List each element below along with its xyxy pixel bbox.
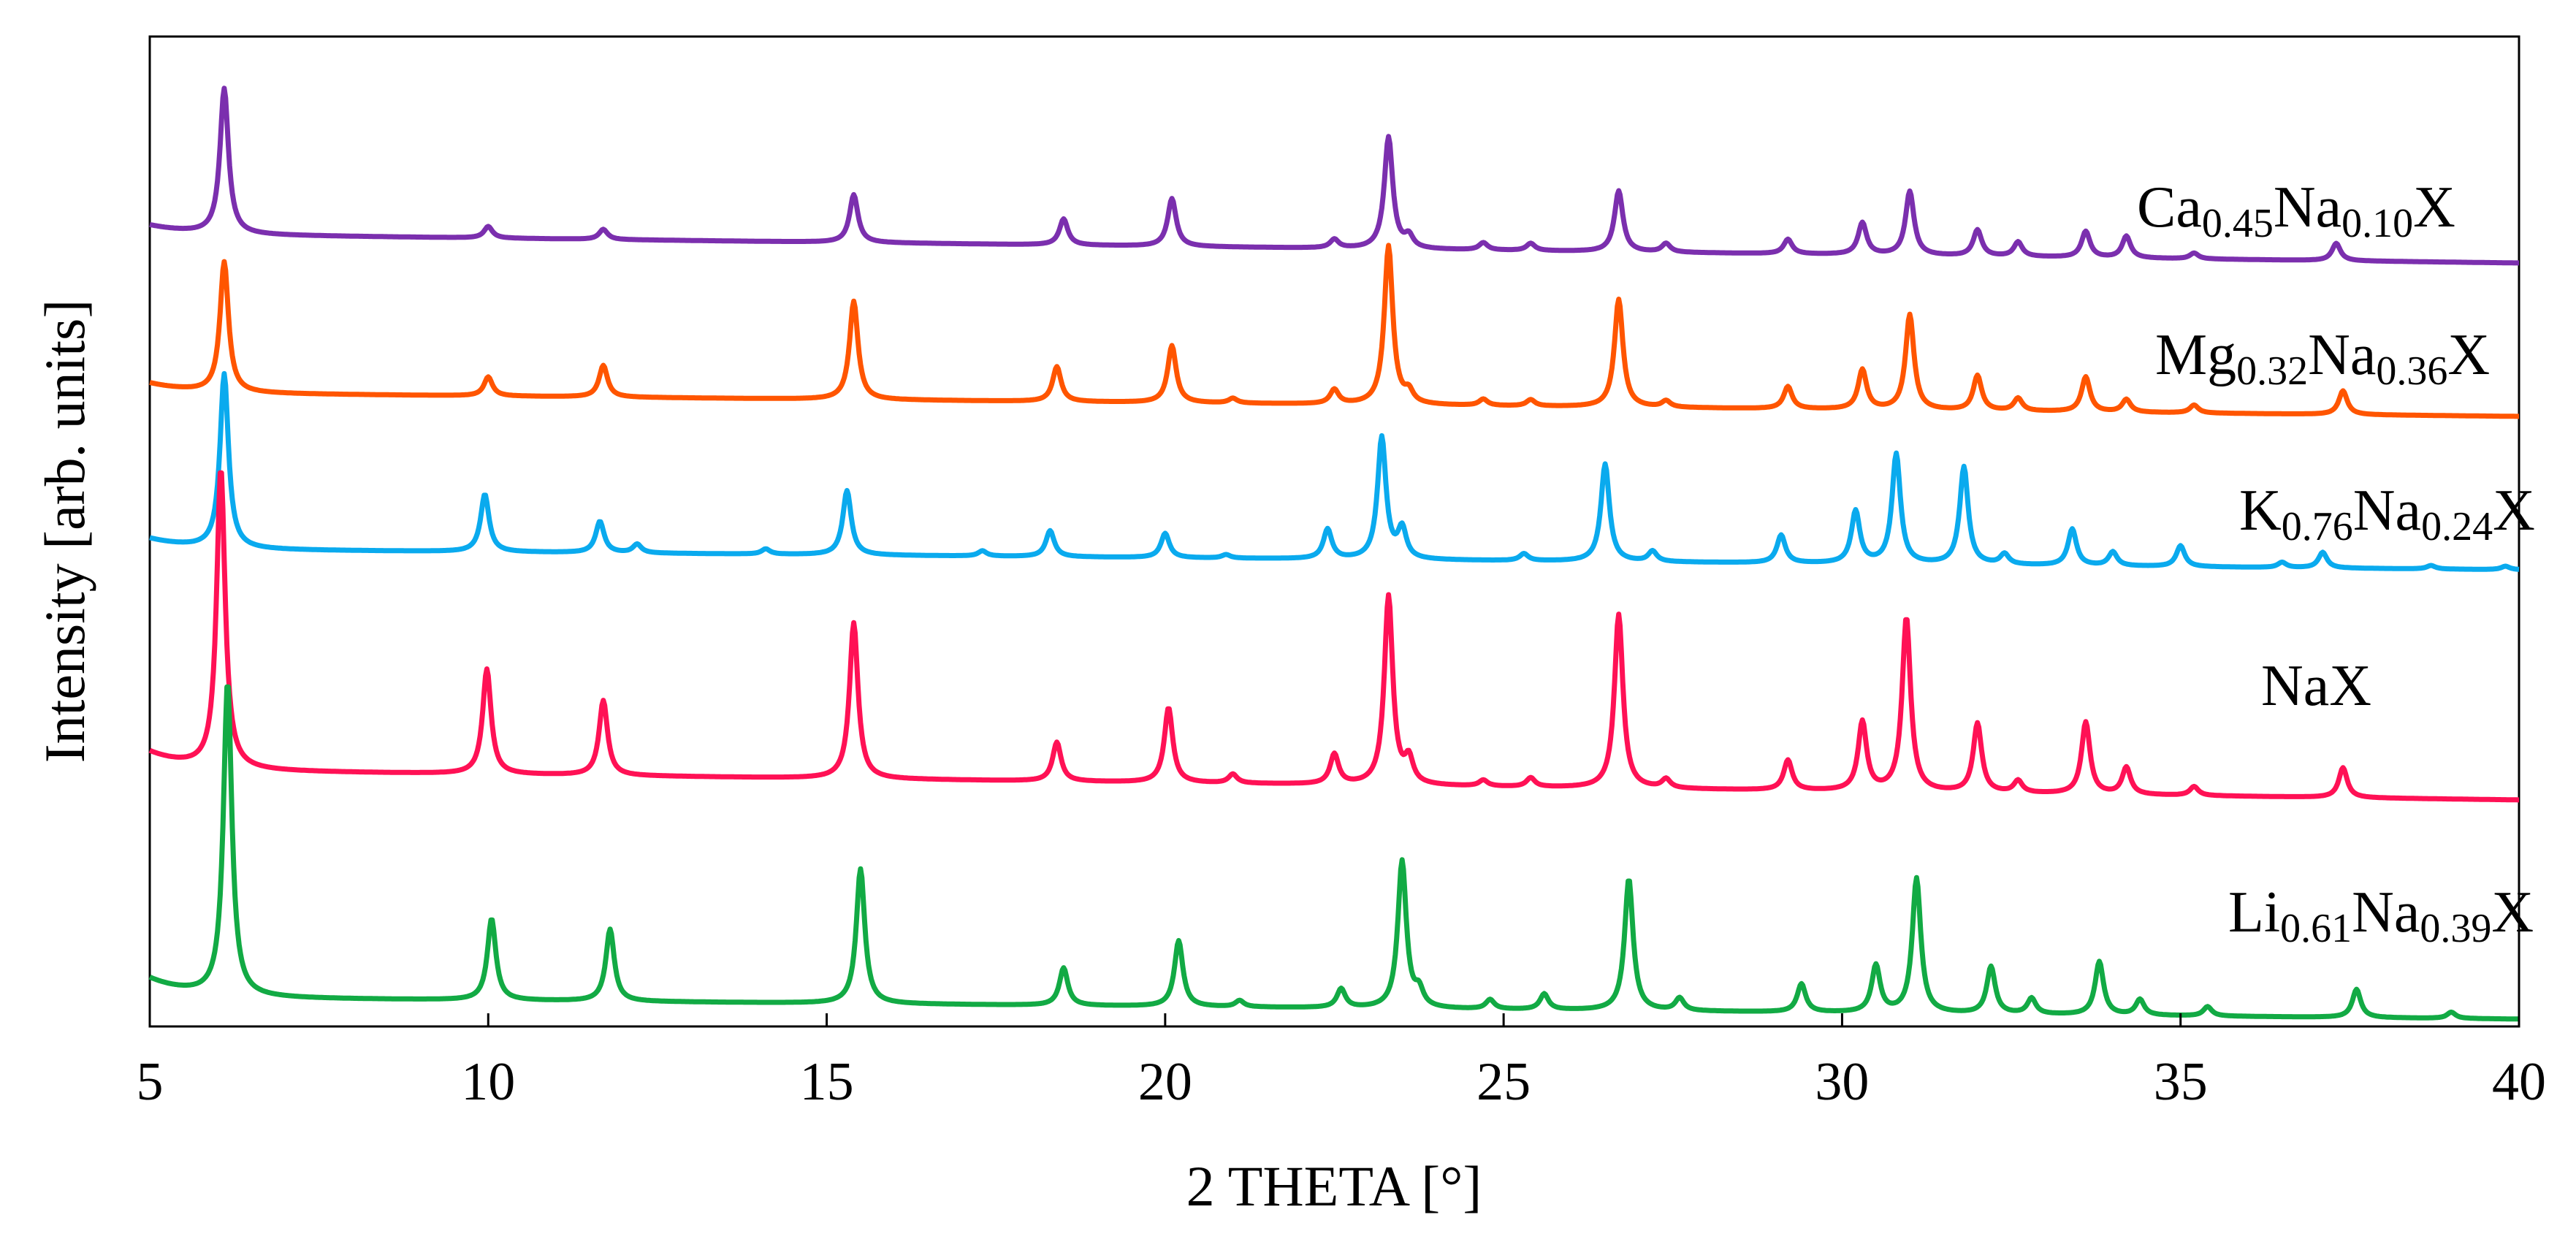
x-tick-label: 25 — [1476, 1052, 1531, 1112]
y-axis-title: Intensity [arb. units] — [33, 300, 96, 763]
x-tick-label: 20 — [1138, 1052, 1192, 1112]
series-label: K0.76Na0.24X — [2239, 479, 2535, 549]
x-axis-ticks: 5 10 15 20 25 30 35 40 — [137, 1013, 2546, 1112]
series-line — [148, 243, 2520, 419]
series-label: Li0.61Na0.39X — [2228, 880, 2534, 951]
series-label: Mg0.32Na0.36X — [2155, 323, 2490, 394]
series-line — [148, 470, 2520, 803]
series-labels: Ca0.45Na0.10X Mg0.32Na0.36X K0.76Na0.24X Na… — [2137, 175, 2535, 951]
series-line — [148, 684, 2520, 1022]
x-tick-label: 30 — [1815, 1052, 1869, 1112]
x-tick-label: 40 — [2492, 1052, 2546, 1112]
series-group — [148, 85, 2520, 1022]
x-tick-label: 10 — [461, 1052, 515, 1112]
series-label: NaX — [2261, 654, 2371, 718]
series-line — [148, 85, 2520, 266]
series-label: Ca0.45Na0.10X — [2137, 175, 2455, 246]
x-tick-label: 15 — [800, 1052, 854, 1112]
x-axis-title: 2 THETA [°] — [1186, 1154, 1482, 1218]
plot-frame — [148, 35, 2520, 1028]
series-line — [148, 370, 2520, 572]
x-tick-label: 35 — [2154, 1052, 2208, 1112]
x-tick-label: 5 — [137, 1052, 164, 1112]
